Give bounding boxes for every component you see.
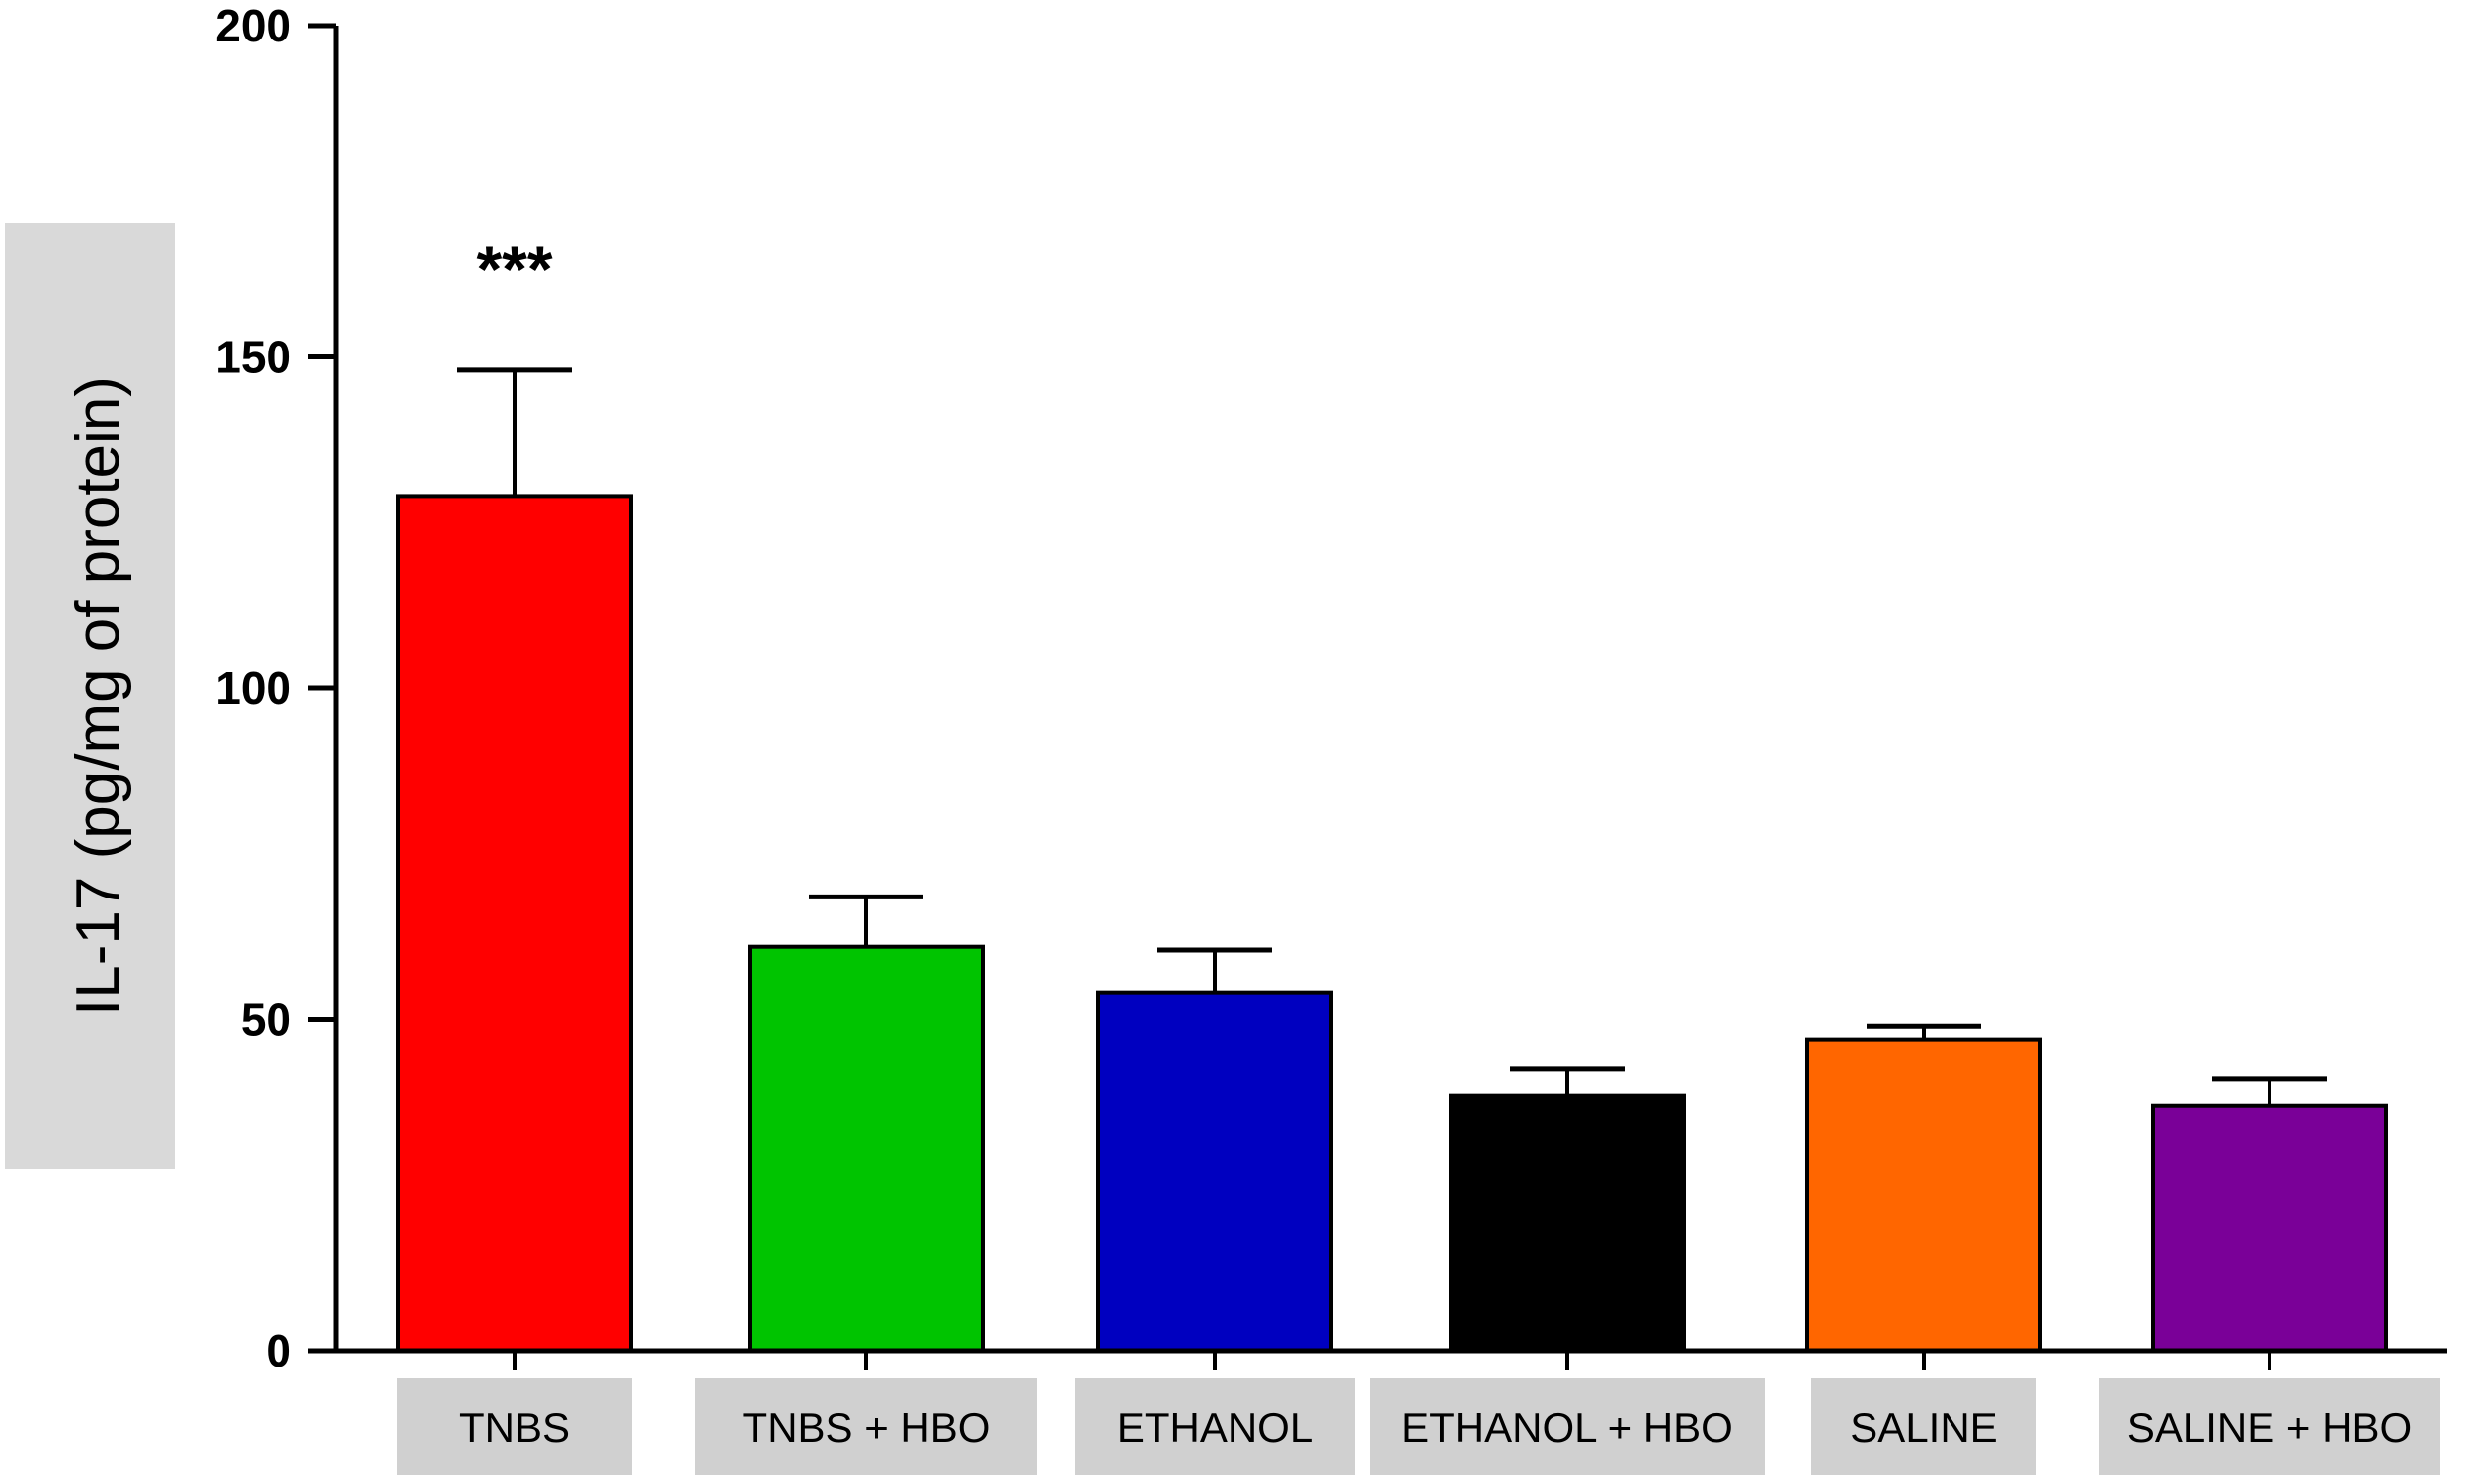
y-tick-label-150: 150 — [215, 332, 291, 383]
bar-ethanol-hbo — [1449, 1093, 1686, 1354]
x-label-box-tnbs-hbo — [695, 1378, 1037, 1475]
bar-tnbs-hbo — [748, 944, 985, 1353]
significance-annotation-tnbs: *** — [476, 232, 552, 305]
y-tick-label-50: 50 — [241, 994, 291, 1046]
bar-saline-hbo — [2151, 1103, 2388, 1353]
y-tick-label-100: 100 — [215, 663, 291, 714]
x-label-box-ethanol-hbo — [1370, 1378, 1765, 1475]
y-axis-label: IL-17 (pg/mg of protein) — [64, 376, 132, 1016]
y-tick-label-200: 200 — [215, 0, 291, 51]
ylabel-background — [5, 223, 175, 1169]
x-label-ethanol-hbo: ETHANOL + HBO — [1401, 1404, 1733, 1450]
bar-saline — [1805, 1037, 2042, 1353]
x-label-box-saline-hbo — [2099, 1378, 2440, 1475]
bar-tnbs — [396, 494, 633, 1354]
y-tick-label-0: 0 — [266, 1325, 291, 1376]
x-label-box-ethanol — [1075, 1378, 1355, 1475]
x-label-saline-hbo: SALINE + HBO — [2127, 1404, 2412, 1450]
x-label-ethanol: ETHANOL — [1117, 1404, 1313, 1450]
x-label-tnbs-hbo: TNBS + HBO — [743, 1404, 991, 1450]
x-label-saline: SALINE — [1850, 1404, 1997, 1450]
x-label-tnbs: TNBS — [459, 1404, 570, 1450]
x-label-box-tnbs — [397, 1378, 632, 1475]
x-label-box-saline — [1811, 1378, 2036, 1475]
bar-ethanol — [1096, 990, 1333, 1353]
